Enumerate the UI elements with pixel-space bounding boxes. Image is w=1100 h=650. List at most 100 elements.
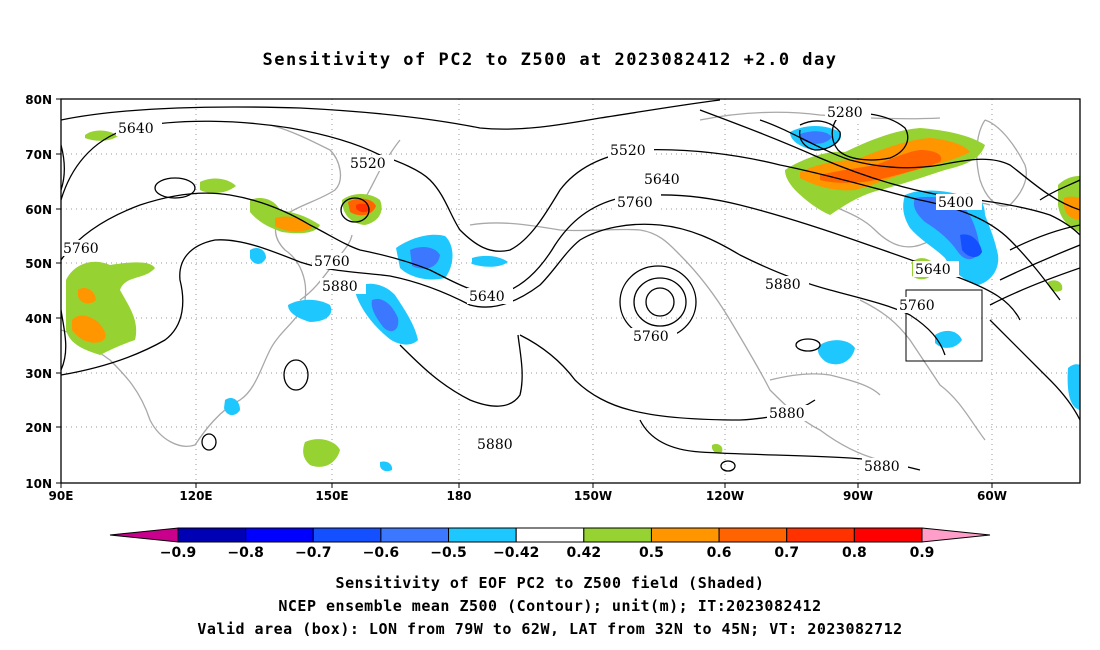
patch-pos-4b [275,216,312,232]
lat-label: 70N [25,148,52,162]
contour-high-1 [283,359,309,391]
colorbar-label: 0.6 [707,545,732,561]
coast-alaska [469,222,681,256]
colorbar-label: −0.9 [160,545,197,561]
colorbar-swatch [312,527,382,543]
contour-label: 5640 [644,172,680,188]
lat-label: 40N [25,312,52,326]
contour-line-5 [399,334,523,407]
patch-pos-11 [711,443,723,454]
caption-line-3: Valid area (box): LON from 79W to 62W, L… [197,620,903,638]
contour-line-3 [61,192,1021,321]
contour-label: 5880 [765,277,801,293]
contour-label: 5760 [63,241,99,257]
colorbar-arrow-high [921,527,991,543]
lon-label: 60W [977,489,1007,503]
contour-label: 5280 [827,105,863,121]
contour-line-13 [1009,224,1080,251]
colorbar-label: 0.8 [842,545,867,561]
contour-label: 5760 [314,254,350,270]
contour-label: 5880 [322,279,358,295]
contour-label: 5760 [617,195,653,211]
lon-label: 120E [179,489,212,503]
colorbar-swatch [718,527,788,543]
valid-area-box [905,289,983,362]
lon-label: 90W [843,489,873,503]
contour-label: 5640 [118,121,154,137]
colorbar-label: −0.7 [295,545,332,561]
colorbar-label: 0.9 [910,545,935,561]
caption-line-2: NCEP ensemble mean Z500 (Contour); unit(… [278,597,822,615]
coast-greenland [976,119,1027,207]
patch-pos-1b [72,315,106,343]
lat-label: 80N [25,93,52,107]
contour-label: 5640 [469,289,505,305]
patch-pos-2 [85,130,118,141]
colorbar-label: 0.5 [639,545,664,561]
lat-label: 30N [25,367,52,381]
lon-label: 180 [446,489,471,503]
colorbar-label: −0.42 [493,545,539,561]
contour-high-2 [201,433,217,451]
contour-label: 5400 [938,195,974,211]
lon-label: 150E [315,489,348,503]
contour-labels: 5640 5520 5760 5760 5880 5640 5520 5640 … [61,104,982,475]
coastlines [61,111,1027,461]
patch-neg-12 [1067,364,1080,410]
contour-high-4 [795,338,821,352]
patch-pos-1 [66,261,155,355]
patch-neg-9c [960,234,982,258]
coast-gulf [769,373,881,396]
colorbar-label: −0.5 [430,545,467,561]
contour-label: 5760 [633,329,669,345]
colorbar-swatch [650,527,720,543]
patch-neg-2b [371,298,399,332]
contour-label: 5520 [350,156,386,172]
contour-low-pacific [154,177,196,199]
contour-cutoff-mid [633,277,687,327]
contour-line-2 [61,120,1061,301]
patch-neg-10 [935,330,962,348]
colorbar: −0.9 −0.8 −0.7 −0.6 −0.5 −0.42 0.42 0.5 0.6 0.7 0.… [109,527,991,561]
lon-label: 90E [49,489,74,503]
contour-line-18 [61,309,67,371]
coast-asia [61,124,342,447]
coast-arctic [699,111,941,121]
patch-neg-1b [410,247,440,269]
colorbar-swatch [786,527,855,543]
lat-label: 10N [25,477,52,491]
lon-label: 120W [706,489,744,503]
patch-neg-6 [380,461,393,472]
latitude-labels: 80N 70N 60N 50N 40N 30N 20N 10N [25,93,52,491]
colorbar-swatch [380,527,450,543]
patch-pos-9b [1064,196,1080,220]
contour-line-14 [999,244,1080,281]
colorbar-label: 0.42 [567,545,602,561]
contour-line-12 [1039,179,1080,201]
map-area: 5640 5520 5760 5760 5880 5640 5520 5640 … [61,99,1080,483]
contour-label: 5880 [477,437,513,453]
coast-namerica-east [859,299,986,441]
colorbar-swatch [177,527,247,543]
colorbar-label: −0.8 [227,545,264,561]
contour-line-1 [61,99,721,130]
contour-label: 5760 [899,298,935,314]
axis-ticks [56,98,993,488]
patch-pos-5c [356,203,370,213]
contour-label: 5880 [864,459,900,475]
patch-pos-6 [303,439,340,467]
patch-neg-11 [818,340,855,365]
patch-neg-5 [224,398,240,416]
patch-neg-7 [472,255,508,267]
map-frame [60,98,1081,484]
patch-neg-4 [250,247,266,264]
colorbar-swatch [515,527,585,543]
contour-label: 5520 [610,143,646,159]
contour-line-15 [989,267,1080,306]
colorbar-swatch [583,527,652,543]
lat-label: 60N [25,203,52,217]
patch-neg-3 [288,299,332,322]
contour-label: 5640 [915,262,951,278]
colorbar-label: 0.7 [774,545,799,561]
colorbar-swatch [245,527,314,543]
